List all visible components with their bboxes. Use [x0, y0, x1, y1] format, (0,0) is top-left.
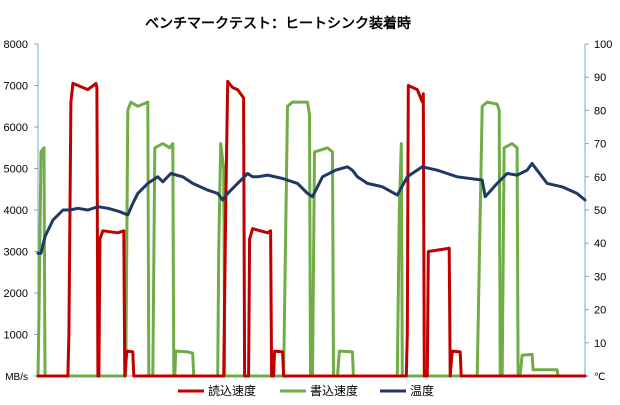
right-tick-label: 20 — [594, 305, 606, 317]
right-tick-label: 10 — [594, 338, 606, 350]
plot-area — [36, 79, 587, 378]
left-tick-label: 8000 — [4, 39, 28, 51]
series-line-write — [36, 100, 587, 378]
right-axis-unit: ℃ — [594, 372, 605, 383]
left-tick-label: 3000 — [4, 247, 28, 259]
left-tick-label: 6000 — [4, 122, 28, 134]
left-tick-label: 4000 — [4, 205, 28, 217]
left-tick-label: 5000 — [4, 164, 28, 176]
legend-label: 書込速度 — [310, 383, 358, 398]
left-tick-label: 7000 — [4, 81, 28, 93]
right-tick-label: 80 — [594, 105, 606, 117]
right-tick-label: 50 — [594, 205, 606, 217]
legend-label: 読込速度 — [208, 383, 256, 398]
left-tick-label: 1000 — [4, 330, 28, 342]
right-tick-label: 40 — [594, 238, 606, 250]
chart-title: ベンチマークテスト：ヒートシンク装着時 — [145, 15, 411, 32]
axes: 1000 2000 3000 4000 5000 6000 7000 8000 MB/s 10 20… — [4, 39, 613, 383]
right-tick-label: 100 — [594, 39, 612, 51]
series-line-temp — [36, 162, 587, 255]
right-tick-label: 60 — [594, 172, 606, 184]
right-tick-label: 70 — [594, 139, 606, 151]
right-tick-label: 90 — [594, 72, 606, 84]
left-axis-unit: MB/s — [5, 372, 28, 383]
legend-label: 温度 — [410, 383, 434, 398]
right-tick-label: 30 — [594, 271, 606, 283]
series-line-read — [36, 79, 587, 378]
legend: 読込速度 書込速度 温度 — [178, 383, 434, 398]
left-tick-label: 2000 — [4, 288, 28, 300]
